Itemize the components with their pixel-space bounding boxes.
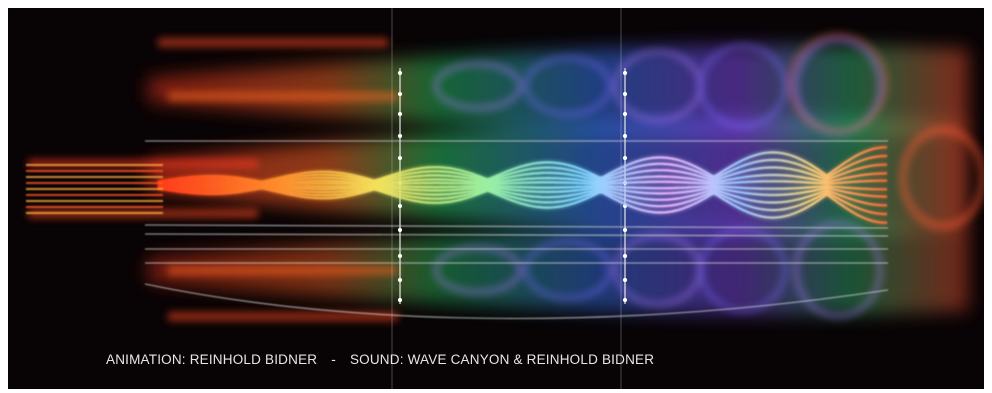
node-dot <box>622 111 628 117</box>
lobe-ring <box>698 43 788 129</box>
node-dot <box>397 253 403 259</box>
warm-streak <box>168 92 398 101</box>
node-dot <box>622 133 628 139</box>
credit-separator: - <box>331 352 336 367</box>
node-dot <box>397 91 403 97</box>
wave-strand <box>157 184 887 198</box>
wave-strand <box>157 179 887 186</box>
edge-bloom <box>787 32 889 134</box>
node-dot <box>622 297 628 303</box>
node-dot <box>397 277 403 283</box>
lobe-ring <box>523 55 613 117</box>
node-dot <box>622 91 628 97</box>
haze-band <box>148 224 968 316</box>
wave-strand <box>157 186 887 216</box>
warm-streak <box>168 312 398 321</box>
node-dot <box>622 253 628 259</box>
video-frame: ANIMATION: REINHOLD BIDNER - SOUND: WAVE C… <box>8 8 984 389</box>
node-dot <box>397 70 403 76</box>
warm-streak <box>158 38 388 47</box>
lobe-ring <box>433 61 523 111</box>
wave-strand <box>157 146 887 183</box>
node-dot <box>622 277 628 283</box>
animation-credit: ANIMATION: REINHOLD BIDNER <box>106 352 318 367</box>
edge-bloom <box>899 126 984 230</box>
node-dot <box>622 70 628 76</box>
lobe-ring <box>433 245 523 295</box>
haze-band <box>148 44 968 136</box>
node-dot <box>397 111 403 117</box>
wave-strand <box>157 187 887 224</box>
node-dot <box>622 227 628 233</box>
node-dot <box>622 155 628 161</box>
node-dot <box>397 133 403 139</box>
lobe-ring <box>523 239 613 301</box>
wave-strand <box>157 185 887 207</box>
warm-streak <box>168 266 398 275</box>
credits-line: ANIMATION: REINHOLD BIDNER - SOUND: WAVE C… <box>106 352 654 367</box>
wave-strand <box>157 184 887 191</box>
lobe-ring <box>698 227 788 313</box>
wave-animation-still <box>8 8 984 389</box>
wave-strand <box>157 163 887 185</box>
node-dot <box>397 203 403 209</box>
node-dot <box>397 297 403 303</box>
wave-strand <box>157 172 887 186</box>
lobe-ring <box>793 221 883 319</box>
node-dot <box>397 155 403 161</box>
sound-credit: SOUND: WAVE CANYON & REINHOLD BIDNER <box>349 352 655 367</box>
node-dot <box>397 227 403 233</box>
warm-streak <box>28 159 258 168</box>
wave-strand <box>157 154 887 184</box>
